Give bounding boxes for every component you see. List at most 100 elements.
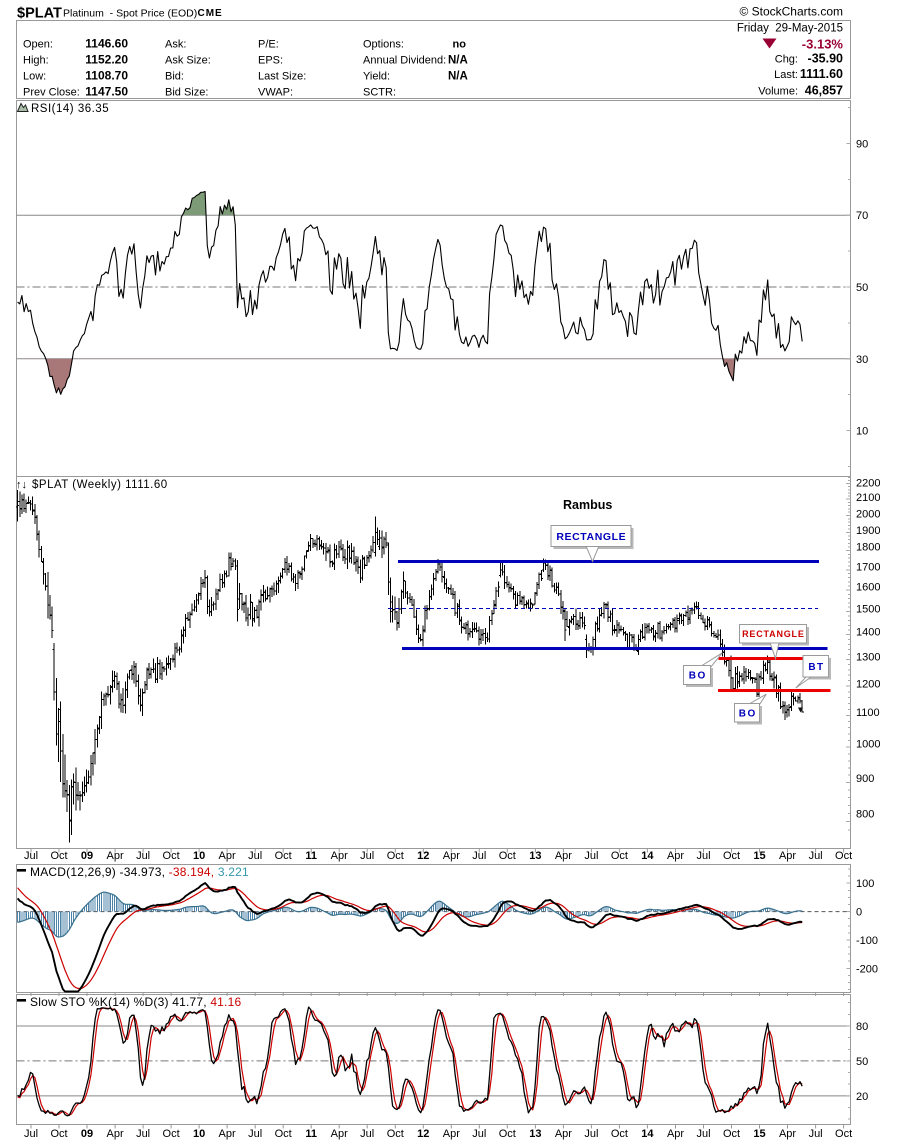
svg-text:Oct: Oct	[387, 850, 404, 862]
svg-text:100: 100	[856, 878, 874, 890]
svg-text:Jul: Jul	[809, 1128, 823, 1140]
svg-text:Bid:: Bid:	[165, 71, 184, 83]
svg-text:Jul: Jul	[136, 850, 150, 862]
svg-text:Oct: Oct	[50, 1128, 67, 1140]
svg-text:10: 10	[193, 1128, 205, 1140]
svg-text:Oct: Oct	[275, 1128, 292, 1140]
svg-text:-200: -200	[856, 963, 878, 975]
svg-text:50: 50	[856, 282, 868, 294]
svg-text:Chg:: Chg:	[775, 54, 798, 66]
svg-text:Jul: Jul	[24, 1128, 38, 1140]
svg-text:Jul: Jul	[809, 850, 823, 862]
svg-text:11: 11	[305, 1128, 317, 1140]
svg-text:Jul: Jul	[360, 850, 374, 862]
svg-text:© StockCharts.com: © StockCharts.com	[739, 5, 843, 19]
svg-text:Open:: Open:	[23, 39, 53, 51]
svg-text:Platinum - Spot Price (EOD): Platinum - Spot Price (EOD)	[63, 8, 197, 20]
svg-text:-3.13%: -3.13%	[802, 37, 844, 52]
svg-text:Jul: Jul	[24, 850, 38, 862]
svg-text:Oct: Oct	[275, 850, 292, 862]
svg-text:900: 900	[856, 773, 874, 785]
svg-text:Apr: Apr	[219, 1128, 236, 1140]
svg-text:1500: 1500	[856, 604, 880, 616]
svg-text:Ask Size:: Ask Size:	[165, 55, 211, 67]
svg-text:$PLAT: $PLAT	[17, 6, 62, 22]
svg-text:Jul: Jul	[472, 850, 486, 862]
svg-text:Jul: Jul	[696, 1128, 710, 1140]
svg-text:1108.70: 1108.70	[85, 69, 128, 83]
svg-text:Oct: Oct	[499, 850, 516, 862]
svg-text:Oct: Oct	[611, 1128, 628, 1140]
svg-text:1300: 1300	[856, 652, 880, 664]
svg-text:RSI(14) 36.35: RSI(14) 36.35	[31, 103, 109, 115]
svg-text:Low:: Low:	[23, 71, 46, 83]
svg-text:no: no	[453, 39, 467, 51]
svg-text:MACD(12,26,9) -34.973, -38.194: MACD(12,26,9) -34.973, -38.194, 3.221	[30, 865, 249, 879]
svg-text:2200: 2200	[856, 477, 880, 489]
svg-text:Jul: Jul	[584, 850, 598, 862]
svg-text:0: 0	[856, 907, 862, 919]
svg-text:09: 09	[81, 850, 93, 862]
svg-text:Annual Dividend:: Annual Dividend:	[363, 55, 446, 67]
svg-text:Yield:: Yield:	[363, 71, 390, 83]
svg-text:Apr: Apr	[107, 850, 124, 862]
svg-text:EPS:: EPS:	[258, 55, 283, 67]
svg-text:Jul: Jul	[248, 1128, 262, 1140]
svg-text:90: 90	[856, 138, 868, 150]
svg-text:1700: 1700	[856, 562, 880, 574]
svg-text:SCTR:: SCTR:	[363, 87, 396, 99]
svg-text:1900: 1900	[856, 525, 880, 537]
svg-text:1152.20: 1152.20	[85, 53, 128, 67]
svg-text:Oct: Oct	[499, 1128, 516, 1140]
svg-text:1400: 1400	[856, 627, 880, 639]
svg-text:Apr: Apr	[107, 1128, 124, 1140]
svg-text:13: 13	[529, 1128, 541, 1140]
svg-text:Apr: Apr	[555, 1128, 572, 1140]
svg-text:15: 15	[753, 1128, 765, 1140]
svg-text:12: 12	[417, 850, 429, 862]
svg-text:1111.60: 1111.60	[800, 67, 843, 81]
svg-text:Jul: Jul	[472, 1128, 486, 1140]
svg-text:Bid Size:: Bid Size:	[165, 87, 208, 99]
svg-text:12: 12	[417, 1128, 429, 1140]
svg-text:2100: 2100	[856, 492, 880, 504]
svg-text:Oct: Oct	[387, 1128, 404, 1140]
svg-text:VWAP:: VWAP:	[258, 87, 293, 99]
svg-text:Apr: Apr	[667, 850, 684, 862]
svg-text:Volume:: Volume:	[758, 86, 798, 98]
svg-text:80: 80	[856, 1021, 868, 1033]
svg-text:-35.90: -35.90	[808, 52, 843, 66]
svg-text:Friday 29-May-2015: Friday 29-May-2015	[737, 23, 843, 35]
svg-text:30: 30	[856, 354, 868, 366]
svg-text:20: 20	[856, 1091, 868, 1103]
svg-text:46,857: 46,857	[805, 84, 843, 98]
svg-text:Oct: Oct	[723, 850, 740, 862]
svg-text:Prev Close:: Prev Close:	[23, 87, 80, 99]
svg-text:13: 13	[529, 850, 541, 862]
svg-text:Apr: Apr	[219, 850, 236, 862]
svg-text:Last Size:: Last Size:	[258, 71, 306, 83]
svg-text:Apr: Apr	[443, 1128, 460, 1140]
svg-text:Oct: Oct	[835, 1128, 852, 1140]
svg-text:Oct: Oct	[611, 850, 628, 862]
svg-text:High:: High:	[23, 55, 49, 67]
svg-text:11: 11	[305, 850, 317, 862]
svg-text:Jul: Jul	[136, 1128, 150, 1140]
svg-text:Apr: Apr	[779, 850, 796, 862]
svg-text:Jul: Jul	[360, 1128, 374, 1140]
svg-text:800: 800	[856, 809, 874, 821]
svg-text:1600: 1600	[856, 582, 880, 594]
svg-text:P/E:: P/E:	[258, 39, 279, 51]
svg-text:Jul: Jul	[696, 850, 710, 862]
svg-text:Rambus: Rambus	[563, 498, 612, 512]
svg-text:10: 10	[193, 850, 205, 862]
svg-text:50: 50	[856, 1056, 868, 1068]
svg-text:BO: BO	[739, 708, 757, 719]
svg-text:↑↓: ↑↓	[16, 479, 27, 491]
svg-text:1200: 1200	[856, 679, 880, 691]
svg-text:14: 14	[641, 850, 654, 862]
svg-text:1000: 1000	[856, 739, 880, 751]
svg-text:1800: 1800	[856, 542, 880, 554]
svg-text:15: 15	[753, 850, 765, 862]
svg-text:Apr: Apr	[779, 1128, 796, 1140]
